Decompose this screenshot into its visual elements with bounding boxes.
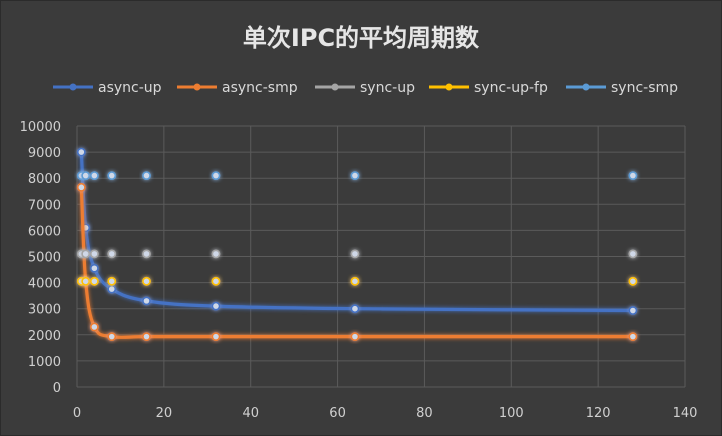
legend-item-sync-up: sync-up: [315, 80, 415, 96]
data-point: [628, 332, 638, 342]
legend-label: async-smp: [222, 80, 298, 96]
data-point: [107, 332, 117, 342]
data-point: [628, 171, 638, 180]
data-point: [350, 249, 360, 259]
y-tick-label: 3000: [28, 303, 61, 318]
data-point: [107, 249, 117, 259]
data-point: [89, 263, 99, 273]
data-point: [350, 304, 360, 314]
x-tick-label: 80: [416, 406, 433, 421]
data-point: [211, 171, 221, 180]
data-point: [81, 171, 91, 180]
chart-grid: [76, 125, 686, 388]
legend-item-async-up: async-up: [53, 80, 162, 96]
data-point: [142, 171, 151, 180]
legend-item-async-smp: async-smp: [177, 80, 298, 96]
chart-legend: async-up async-smp sync-up sync-up-fp sync-s…: [53, 80, 678, 96]
y-tick-label: 6000: [28, 224, 61, 239]
data-point: [628, 306, 638, 315]
data-point: [628, 249, 638, 259]
data-point: [211, 249, 221, 259]
legend-swatch-marker: [445, 83, 453, 91]
data-point: [211, 332, 221, 342]
x-tick-label: 20: [156, 406, 173, 421]
legend-label: sync-up: [360, 80, 415, 96]
legend-swatch-marker: [69, 83, 77, 91]
data-point: [142, 332, 151, 342]
legend-item-sync-smp: sync-smp: [566, 80, 678, 96]
legend-swatch-marker: [582, 83, 590, 91]
series-sync-smp: [76, 171, 638, 180]
data-point: [76, 147, 86, 157]
y-tick-label: 9000: [28, 146, 61, 161]
data-point: [76, 182, 86, 192]
data-point: [107, 284, 117, 294]
data-point: [142, 296, 151, 306]
data-point: [628, 276, 638, 286]
x-tick-label: 100: [499, 406, 524, 421]
axis-ticks: 0100020003000400050006000700080009000100…: [20, 120, 698, 421]
legend-label: sync-smp: [611, 80, 678, 96]
legend-swatch-marker: [331, 83, 339, 91]
x-tick-label: 140: [673, 406, 698, 421]
legend-item-sync-up-fp: sync-up-fp: [429, 80, 548, 96]
data-point: [142, 276, 151, 286]
data-point: [81, 249, 91, 259]
data-point: [81, 276, 91, 286]
data-point: [211, 301, 221, 311]
chart-title: 单次IPC的平均周期数: [243, 24, 480, 52]
y-tick-label: 7000: [28, 198, 61, 213]
data-point: [89, 322, 99, 332]
series-sync-up: [76, 249, 638, 259]
x-tick-label: 120: [586, 406, 611, 421]
series-sync-up-fp: [76, 276, 638, 286]
series-async-up: [76, 147, 638, 315]
y-tick-label: 4000: [28, 277, 61, 292]
legend-swatch-marker: [193, 83, 201, 91]
data-point: [350, 171, 360, 180]
y-tick-label: 2000: [28, 329, 61, 344]
data-point: [350, 332, 360, 342]
y-tick-label: 1000: [28, 355, 61, 370]
data-point: [107, 276, 117, 286]
data-point: [211, 276, 221, 286]
data-point: [142, 249, 151, 259]
data-point: [107, 171, 117, 180]
legend-label: async-up: [98, 80, 162, 96]
y-tick-label: 10000: [20, 120, 61, 135]
y-tick-label: 0: [53, 381, 61, 396]
y-tick-label: 8000: [28, 172, 61, 187]
y-tick-label: 5000: [28, 251, 61, 266]
legend-label: sync-up-fp: [474, 80, 548, 96]
x-tick-label: 0: [73, 406, 81, 421]
data-point: [89, 276, 99, 286]
series-async-smp: [76, 182, 638, 342]
data-point: [350, 276, 360, 286]
data-point: [89, 171, 99, 180]
chart-series: [76, 147, 638, 342]
x-tick-label: 40: [242, 406, 259, 421]
x-tick-label: 60: [329, 406, 346, 421]
data-point: [89, 249, 99, 259]
